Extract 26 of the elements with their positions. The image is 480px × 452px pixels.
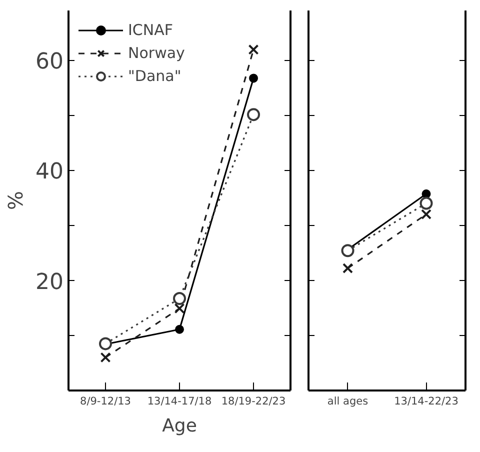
point	[249, 74, 258, 83]
legend-label: "Dana"	[128, 67, 182, 85]
point	[422, 189, 431, 198]
point	[421, 209, 432, 220]
point	[99, 337, 112, 350]
x-tick-label: 8/9-12/13	[80, 396, 131, 408]
y-axis-title: %	[4, 190, 28, 210]
point	[420, 196, 433, 210]
x-axis-title: Age	[162, 416, 197, 436]
point	[100, 352, 111, 363]
legend-label: Norway	[128, 44, 185, 62]
x-tick-label: 13/14-22/23	[394, 396, 458, 408]
x-tick-label: all ages	[327, 396, 368, 408]
y-tick-label: 60	[36, 50, 64, 75]
point	[341, 244, 354, 258]
point	[174, 303, 185, 314]
point	[248, 44, 259, 55]
point	[175, 324, 184, 334]
point	[247, 108, 260, 122]
point	[342, 262, 353, 274]
x-tick-label: 18/19-22/23	[221, 396, 286, 408]
point	[173, 292, 186, 306]
y-tick-label: 40	[36, 160, 64, 185]
legend-label: ICNAF	[128, 21, 174, 39]
y-tick-label: 20	[36, 270, 64, 295]
x-tick-label: 13/14-17/18	[147, 396, 212, 408]
